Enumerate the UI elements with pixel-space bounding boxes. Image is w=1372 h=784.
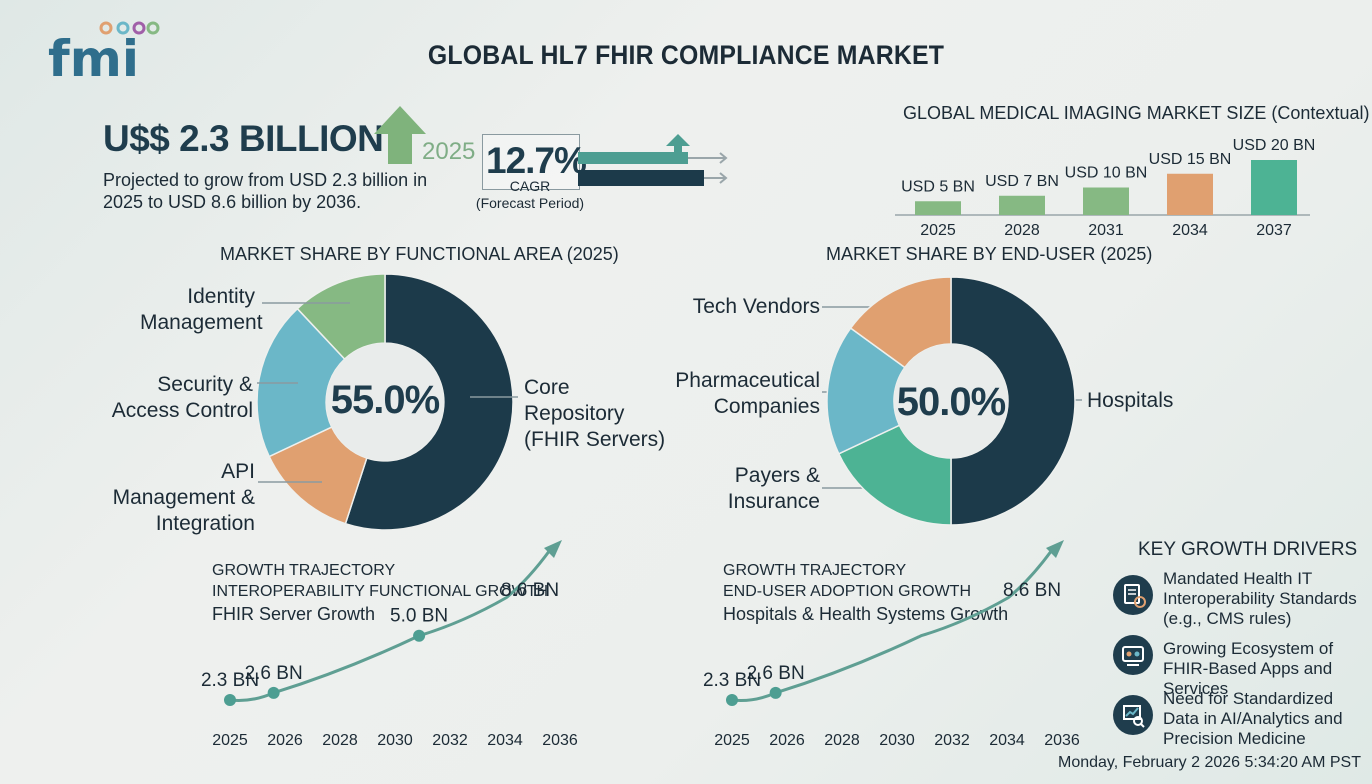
headline-year: 2025 (422, 138, 476, 165)
growth-x-tick: 2028 (322, 732, 358, 749)
driver-item-2: Growing Ecosystem of FHIR-Based Apps and… (1163, 639, 1334, 698)
growth-x-tick: 2036 (542, 732, 578, 749)
growth-x-tick: 2026 (769, 732, 805, 749)
donut-hole (893, 343, 1009, 459)
growth-x-tick: 2032 (934, 732, 970, 749)
brand-logo: fmi (48, 18, 160, 88)
driver-item-1: Mandated Health IT Interoperability Stan… (1163, 569, 1357, 628)
growth1-series-label: FHIR Server Growth (212, 604, 376, 624)
growth-point (413, 629, 426, 642)
growth2-line-chart: 2.3 BN2.6 BN 8.6 BN 2025 2026 2028 2030 2032 20… (703, 540, 1080, 749)
imaging-bar-chart: USD 5 BN 2025 USD 7 BN 2028 USD 10 BN 2031 USD… (895, 137, 1316, 239)
growth-x-tick: 2034 (487, 732, 523, 749)
drivers-title: KEY GROWTH DRIVERS (1138, 539, 1358, 560)
timestamp: Monday, February 2 2026 5:34:20 AM PST (1058, 754, 1361, 771)
growth2-subtitle: END-USER ADOPTION GROWTH (723, 583, 972, 600)
cagr-label: CAGR (509, 178, 551, 194)
imaging-bar (1083, 187, 1129, 215)
growth-point-label: 2.6 BN (245, 663, 303, 684)
label-security-access: Security & Access Control (111, 373, 253, 422)
functional-share-donut (256, 273, 514, 531)
growth2-series-label: Hospitals & Health Systems Growth (723, 604, 1009, 624)
label-tech-vendors: Tech Vendors (692, 295, 820, 318)
imaging-chart-title: GLOBAL MEDICAL IMAGING MARKET SIZE (Cont… (903, 103, 1370, 123)
functional-share-title: MARKET SHARE BY FUNCTIONAL AREA (2025) (220, 244, 619, 264)
imaging-x-tick: 2037 (1256, 222, 1292, 239)
imaging-bar (1167, 173, 1213, 215)
imaging-x-tick: 2025 (920, 222, 956, 239)
imaging-x-tick: 2028 (1004, 222, 1040, 239)
label-identity-management: Identity Management (140, 285, 263, 334)
cagr-period: (Forecast Period) (475, 195, 585, 211)
growth-arrowhead (1046, 540, 1064, 558)
growth-x-tick: 2026 (267, 732, 303, 749)
cagr-value: 12.7% (486, 140, 587, 181)
growth-point-label: 5.0 BN (390, 606, 448, 627)
growth1-title: GROWTH TRAJECTORY (212, 562, 396, 579)
growth-x-tick: 2032 (432, 732, 468, 749)
growth2-title: GROWTH TRAJECTORY (723, 562, 907, 579)
label-core-repository: Core Repository (FHIR Servers) (524, 376, 666, 451)
headline-value: U$$ 2.3 BILLION (103, 118, 384, 159)
growth-point-label: 2.3 BN (201, 670, 259, 691)
growth-arrowhead (544, 540, 562, 558)
label-pharmaceutical: Pharmaceutical Companies (675, 369, 820, 418)
imaging-bar-label: USD 10 BN (1065, 165, 1148, 182)
imaging-bar-label: USD 7 BN (985, 173, 1059, 190)
growth-x-tick: 2025 (714, 732, 750, 749)
svg-text:fmi: fmi (48, 30, 139, 82)
growth-point (267, 686, 280, 699)
growth1-subtitle: INTEROPERABILITY FUNCTIONAL GROWTH (212, 583, 549, 600)
analytics-icon (1113, 695, 1153, 735)
enduser-center-value: 50.0% (896, 380, 1006, 424)
driver-item-3: Need for Standardized Data in AI/Analyti… (1163, 689, 1343, 748)
apps-ecosystem-icon (1113, 635, 1153, 675)
arrow-up-icon (372, 104, 428, 166)
growth-x-tick: 2025 (212, 732, 248, 749)
growth-x-tick: 2030 (377, 732, 413, 749)
regulation-icon (1113, 575, 1153, 615)
cagr-arrows (578, 130, 738, 190)
cagr-box (482, 134, 580, 190)
growth-x-tick: 2034 (989, 732, 1025, 749)
imaging-bar-label: USD 5 BN (901, 178, 975, 195)
imaging-x-tick: 2031 (1088, 222, 1124, 239)
label-api-management: API Management & Integration (112, 460, 255, 535)
growth-x-tick: 2036 (1044, 732, 1080, 749)
label-hospitals: Hospitals (1087, 389, 1174, 412)
growth-point-label: 8.6 BN (501, 580, 559, 601)
growth-point-label: 2.3 BN (703, 670, 761, 691)
growth-point (726, 694, 738, 706)
growth-x-tick: 2028 (824, 732, 860, 749)
enduser-share-donut (826, 276, 1076, 526)
enduser-share-title: MARKET SHARE BY END-USER (2025) (826, 244, 1153, 264)
growth-point-label: 2.6 BN (747, 663, 805, 684)
imaging-bar-label: USD 15 BN (1149, 151, 1232, 168)
growth-point-label: 8.6 BN (1003, 580, 1061, 601)
page-title: GLOBAL HL7 FHIR COMPLIANCE MARKET (427, 40, 945, 70)
label-payers-insurance: Payers & Insurance (727, 464, 820, 513)
projection-text: Projected to grow from USD 2.3 billion i… (103, 170, 428, 212)
imaging-x-tick: 2034 (1172, 222, 1208, 239)
donut-slice (256, 307, 346, 458)
growth-x-tick: 2030 (879, 732, 915, 749)
imaging-bar (915, 201, 961, 215)
donut-hole (326, 343, 444, 461)
functional-center-value: 55.0% (330, 378, 440, 422)
imaging-bar-label: USD 20 BN (1233, 137, 1316, 154)
growth-point (224, 694, 236, 706)
growth1-line-chart: 2.3 BN2.6 BN 5.0 BN 8.6 BN 2025 2026 2028 2030… (201, 540, 578, 749)
imaging-bar (999, 195, 1045, 215)
imaging-bar (1251, 160, 1297, 215)
growth-point (769, 686, 782, 699)
